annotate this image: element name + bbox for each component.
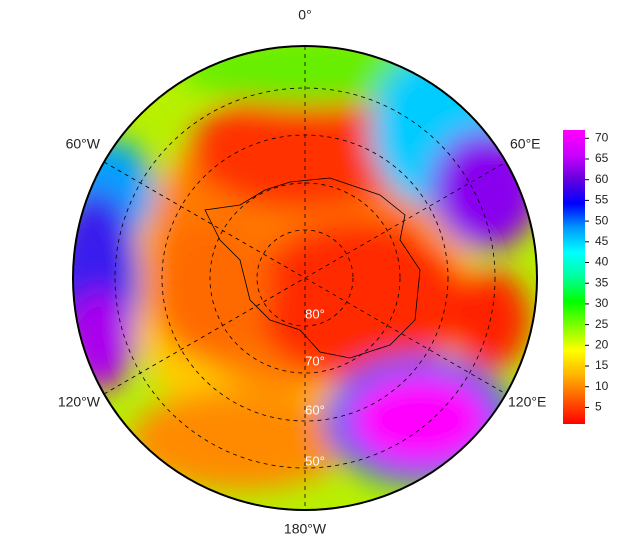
longitude-label: 60°W	[66, 136, 101, 152]
colorbar-tick-label: 5	[595, 400, 602, 414]
colorbar-tick-label: 10	[595, 379, 609, 393]
colorbar-tick-label: 60	[595, 172, 609, 186]
latitude-label: 50°	[305, 453, 325, 468]
longitude-label: 120°E	[508, 394, 546, 410]
colorbar-tick-label: 40	[595, 255, 609, 269]
colorbar	[563, 130, 585, 424]
latitude-label: 80°	[305, 306, 325, 321]
field	[73, 46, 537, 510]
colorbar-tick-label: 45	[595, 234, 609, 248]
graticule	[103, 46, 507, 510]
colorbar-tick-label: 15	[595, 358, 609, 372]
map-border	[72, 45, 538, 511]
colorbar-tick-label: 20	[595, 337, 609, 351]
longitude-label: 120°W	[58, 394, 101, 410]
longitude-label: 60°E	[510, 136, 541, 152]
colorbar-tick-label: 65	[595, 151, 609, 165]
colorbar-tick-label: 55	[595, 193, 609, 207]
longitude-label: 0°	[298, 7, 311, 23]
longitude-label: 180°W	[284, 521, 327, 537]
latitude-label: 70°	[305, 353, 325, 368]
coastline	[204, 177, 421, 359]
colorbar-tick-label: 25	[595, 317, 609, 331]
colorbar-tick-label: 30	[595, 296, 609, 310]
colorbar-tick-label: 35	[595, 275, 609, 289]
colorbar-tick-label: 70	[595, 130, 609, 144]
latitude-label: 60°	[305, 402, 325, 417]
colorbar-tick-label: 50	[595, 213, 609, 227]
